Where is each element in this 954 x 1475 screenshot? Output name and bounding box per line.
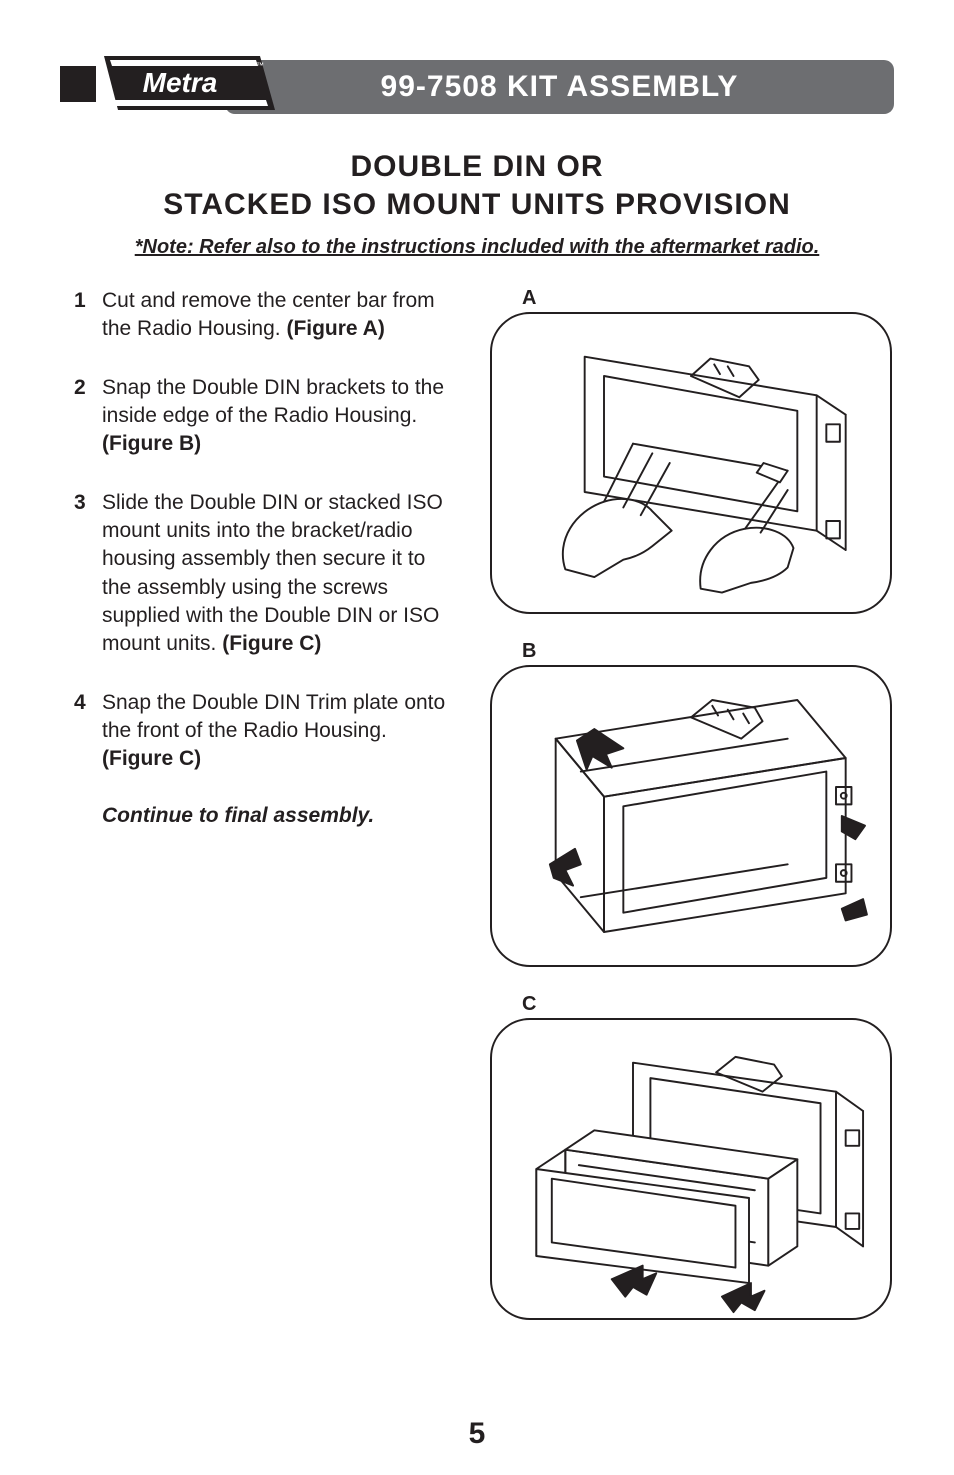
step-number: 1	[74, 287, 86, 315]
step-2: 2 Snap the Double DIN brackets to the in…	[74, 374, 460, 459]
hands-removing-bar-icon	[496, 318, 886, 608]
header-banner: 99-7508 KIT ASSEMBLY	[225, 60, 894, 114]
figure-reference: (Figure C)	[222, 632, 321, 655]
figure-c-illustration	[490, 1018, 892, 1320]
logo-tm: ™	[256, 61, 264, 70]
slide-unit-trim-icon	[496, 1024, 886, 1314]
figure-label: A	[522, 287, 894, 310]
step-1: 1 Cut and remove the center bar from the…	[74, 287, 460, 344]
page: 99-7508 KIT ASSEMBLY Metra ™ DOUBLE DIN …	[0, 0, 954, 1475]
figure-b: B	[490, 640, 894, 967]
note-text: *Note: Refer also to the instructions in…	[60, 236, 894, 259]
content-columns: 1 Cut and remove the center bar from the…	[60, 287, 894, 1320]
continue-text: Continue to final assembly.	[74, 804, 460, 828]
step-4: 4 Snap the Double DIN Trim plate onto th…	[74, 689, 460, 774]
metra-logo: Metra ™	[60, 56, 275, 118]
figure-a-illustration	[490, 312, 892, 614]
snap-brackets-icon	[496, 671, 886, 961]
step-number: 4	[74, 689, 86, 717]
step-number: 2	[74, 374, 86, 402]
header-title: 99-7508 KIT ASSEMBLY	[381, 70, 739, 104]
step-text: Slide the Double DIN or stacked ISO moun…	[102, 491, 443, 656]
step-3: 3 Slide the Double DIN or stacked ISO mo…	[74, 489, 460, 659]
section-title-line1: DOUBLE DIN OR	[60, 150, 894, 184]
step-number: 3	[74, 489, 86, 517]
figure-reference: (Figure B)	[102, 432, 201, 455]
figure-label: B	[522, 640, 894, 663]
figure-reference: (Figure C)	[102, 747, 201, 770]
header-bar: 99-7508 KIT ASSEMBLY Metra ™	[60, 60, 894, 114]
figure-label: C	[522, 993, 894, 1016]
steps-list: 1 Cut and remove the center bar from the…	[74, 287, 460, 774]
figure-a: A	[490, 287, 894, 614]
step-text: Snap the Double DIN Trim plate onto the …	[102, 691, 445, 742]
figures-column: A	[490, 287, 894, 1320]
figure-b-illustration	[490, 665, 892, 967]
page-number: 5	[0, 1417, 954, 1451]
steps-column: 1 Cut and remove the center bar from the…	[60, 287, 460, 1320]
figure-c: C	[490, 993, 894, 1320]
section-title-line2: STACKED ISO MOUNT UNITS PROVISION	[60, 188, 894, 222]
logo-text: Metra	[143, 67, 218, 98]
step-text: Snap the Double DIN brackets to the insi…	[102, 376, 444, 427]
figure-reference: (Figure A)	[286, 317, 384, 340]
